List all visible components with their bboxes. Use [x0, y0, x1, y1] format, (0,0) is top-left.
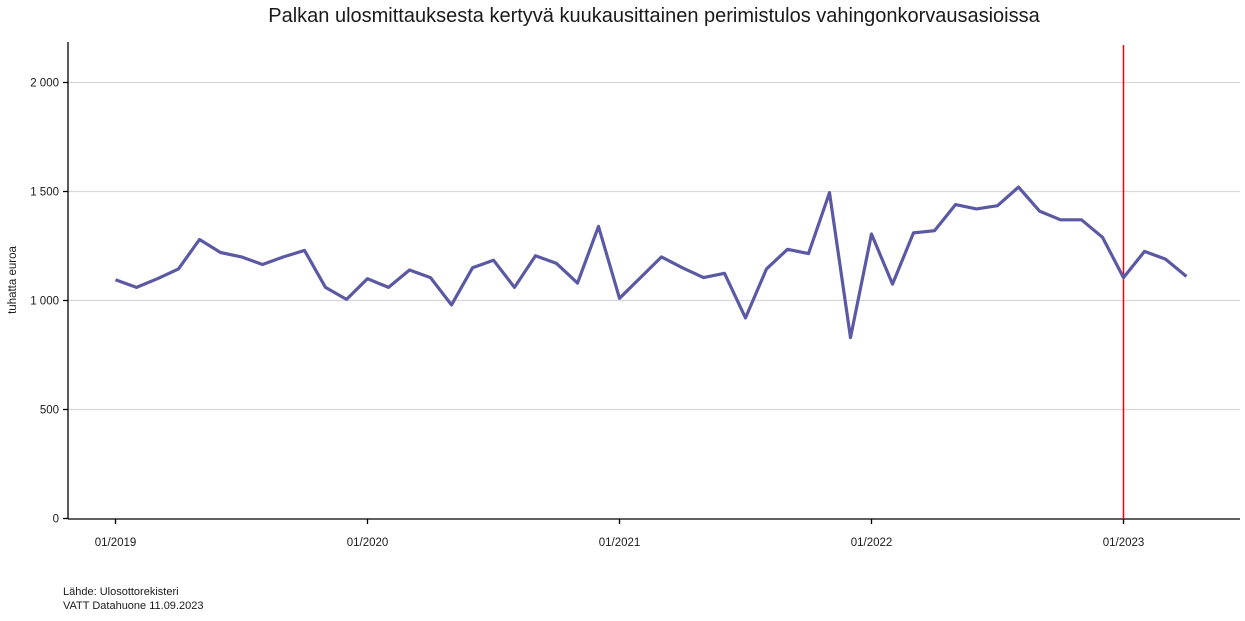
x-tick-label: 01/2021: [599, 537, 641, 549]
x-tick-label: 01/2019: [95, 537, 137, 549]
y-tick-label: 500: [40, 405, 59, 417]
y-tick-label: 1 500: [30, 187, 59, 199]
y-tick-label: 2 000: [30, 78, 59, 90]
x-tick-label: 01/2023: [1103, 537, 1145, 549]
source-caption: Lähde: Ulosottorekisteri VATT Datahuone …: [63, 586, 203, 613]
y-tick-label: 0: [53, 514, 59, 526]
y-tick-label: 1 000: [30, 296, 59, 308]
chart-title: Palkan ulosmittauksesta kertyvä kuukausi…: [268, 5, 1040, 27]
x-tick-label: 01/2022: [851, 537, 893, 549]
source-line-2: VATT Datahuone 11.09.2023: [63, 599, 204, 612]
data-series-line: [114, 185, 1188, 340]
source-line-1: Lähde: Ulosottorekisteri: [63, 586, 179, 598]
x-tick-label: 01/2020: [347, 537, 389, 549]
